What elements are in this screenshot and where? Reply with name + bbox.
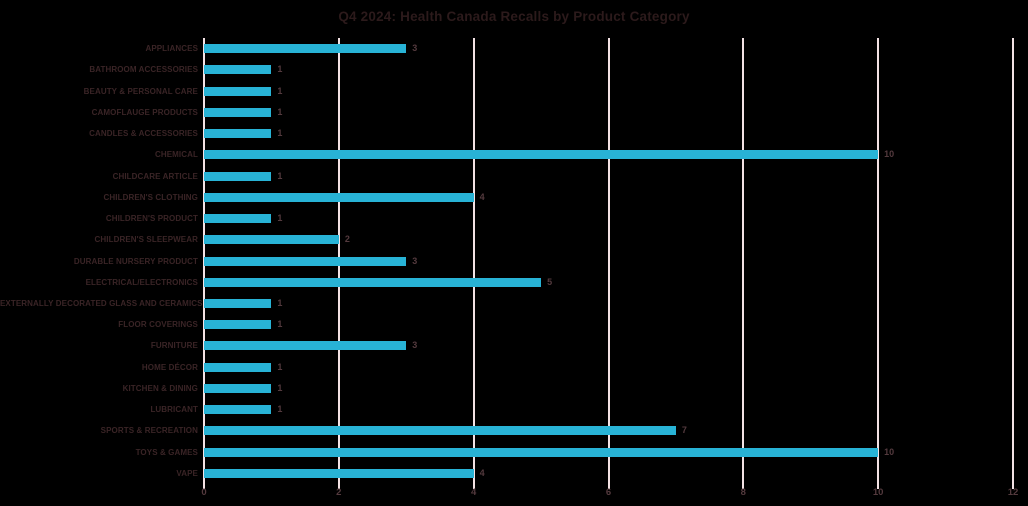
value-label: 3 xyxy=(412,43,418,54)
bar-candles-accessories[interactable] xyxy=(204,129,272,139)
category-label: CHILDREN'S CLOTHING xyxy=(103,192,198,202)
value-label: 3 xyxy=(412,340,418,351)
category-label: ELECTRICAL/ELECTRONICS xyxy=(85,277,198,287)
value-label: 4 xyxy=(479,191,485,202)
value-label: 10 xyxy=(884,149,895,160)
category-label: HOME DÉCOR xyxy=(141,362,198,372)
bar-home-d-cor[interactable] xyxy=(204,362,272,372)
category-label: SPORTS & RECREATION xyxy=(100,426,198,436)
category-label: LUBRICANT xyxy=(150,405,198,415)
tick-mark-x-12 xyxy=(1012,484,1014,489)
value-label: 4 xyxy=(479,467,485,478)
value-label: 5 xyxy=(547,276,553,287)
category-label: CANDLES & ACCESSORIES xyxy=(89,129,198,139)
gridline-x-10 xyxy=(877,38,880,484)
gridline-x-4 xyxy=(472,38,475,484)
value-label: 7 xyxy=(681,425,687,436)
value-axis: 0 2 4 6 8 10 12 xyxy=(201,487,1018,501)
value-label: 1 xyxy=(277,361,283,372)
category-label: CHILDCARE ARTICLE xyxy=(112,171,198,181)
value-label: 1 xyxy=(277,85,283,96)
category-label: BEAUTY & PERSONAL CARE xyxy=(83,86,198,96)
gridline-x-8 xyxy=(742,38,745,484)
category-label: BATHROOM ACCESSORIES xyxy=(89,65,198,75)
value-label: 1 xyxy=(277,319,283,330)
bar-floor-coverings[interactable] xyxy=(204,320,272,330)
bar-externally-decorated-glass-and-ceramics[interactable] xyxy=(204,298,272,308)
x-tick-label-0: 0 xyxy=(201,487,207,498)
value-label: 1 xyxy=(277,404,283,415)
gridline-x-6 xyxy=(607,38,610,484)
bar-beauty-personal-care[interactable] xyxy=(204,86,272,96)
bar-toys-games[interactable] xyxy=(204,447,879,457)
category-label: KITCHEN & DINING xyxy=(122,383,198,393)
tick-mark-x-2 xyxy=(337,484,340,489)
value-label: 2 xyxy=(344,234,350,245)
category-axis: APPLIANCES BATHROOM ACCESSORIES BEAUTY & P… xyxy=(0,38,203,484)
value-label: 1 xyxy=(277,213,283,224)
category-label: FLOOR COVERINGS xyxy=(118,320,198,330)
x-tick-label-8: 8 xyxy=(740,487,746,498)
category-label: DURABLE NURSERY PRODUCT xyxy=(73,256,198,266)
bar-chemical[interactable] xyxy=(204,150,879,160)
bar-sports-recreation[interactable] xyxy=(204,426,676,436)
value-label: 3 xyxy=(412,255,418,266)
bar-children-s-sleepwear[interactable] xyxy=(204,235,339,245)
bar-camoflauge-products[interactable] xyxy=(204,107,272,117)
category-label: CHILDREN'S SLEEPWEAR xyxy=(94,235,198,245)
value-label: 1 xyxy=(277,170,283,181)
category-label: CHILDREN'S PRODUCT xyxy=(105,214,198,224)
value-label: 1 xyxy=(277,382,283,393)
tick-mark-x-10 xyxy=(877,484,880,489)
bar-children-s-product[interactable] xyxy=(204,214,272,224)
gridline-x-12 xyxy=(1012,38,1014,484)
value-label: 1 xyxy=(277,106,283,117)
chart-title: Q4 2024: Health Canada Recalls by Produc… xyxy=(338,9,690,24)
bar-appliances[interactable] xyxy=(204,44,407,54)
x-tick-label-12: 12 xyxy=(1007,487,1019,498)
bar-furniture[interactable] xyxy=(204,341,407,351)
tick-mark-x-6 xyxy=(607,484,610,489)
x-tick-label-10: 10 xyxy=(872,487,884,498)
bar-children-s-clothing[interactable] xyxy=(204,192,474,202)
bar-durable-nursery-product[interactable] xyxy=(204,256,407,266)
category-label: FURNITURE xyxy=(150,341,198,351)
bar-electrical-electronics[interactable] xyxy=(204,277,542,287)
x-tick-label-6: 6 xyxy=(605,487,612,498)
category-label: CHEMICAL xyxy=(154,150,198,160)
x-tick-label-4: 4 xyxy=(471,487,477,498)
bar-vape[interactable] xyxy=(204,468,474,478)
category-label: EXTERNALLY DECORATED GLASS AND CERAMICS xyxy=(0,298,203,308)
tick-mark-x-4 xyxy=(472,484,475,489)
value-label: 10 xyxy=(884,446,895,457)
category-label: VAPE xyxy=(176,468,198,478)
tick-mark-x-8 xyxy=(742,484,745,489)
x-tick-label-2: 2 xyxy=(336,487,342,498)
category-label: APPLIANCES xyxy=(145,44,198,54)
category-label: TOYS & GAMES xyxy=(135,447,198,457)
bar-kitchen-dining[interactable] xyxy=(204,383,272,393)
bar-childcare-article[interactable] xyxy=(204,171,272,181)
tick-mark-x-0 xyxy=(203,484,205,489)
plot-area: 3 1 1 1 1 10 1 4 1 2 3 5 1 1 3 1 1 1 7 10 4 xyxy=(203,38,1014,489)
value-label: 1 xyxy=(277,64,283,75)
bar-bathroom-accessories[interactable] xyxy=(204,65,272,75)
category-label: CAMOFLAUGE PRODUCTS xyxy=(91,107,198,117)
value-label: 1 xyxy=(277,128,283,139)
bar-lubricant[interactable] xyxy=(204,405,272,415)
value-label: 1 xyxy=(277,297,283,308)
